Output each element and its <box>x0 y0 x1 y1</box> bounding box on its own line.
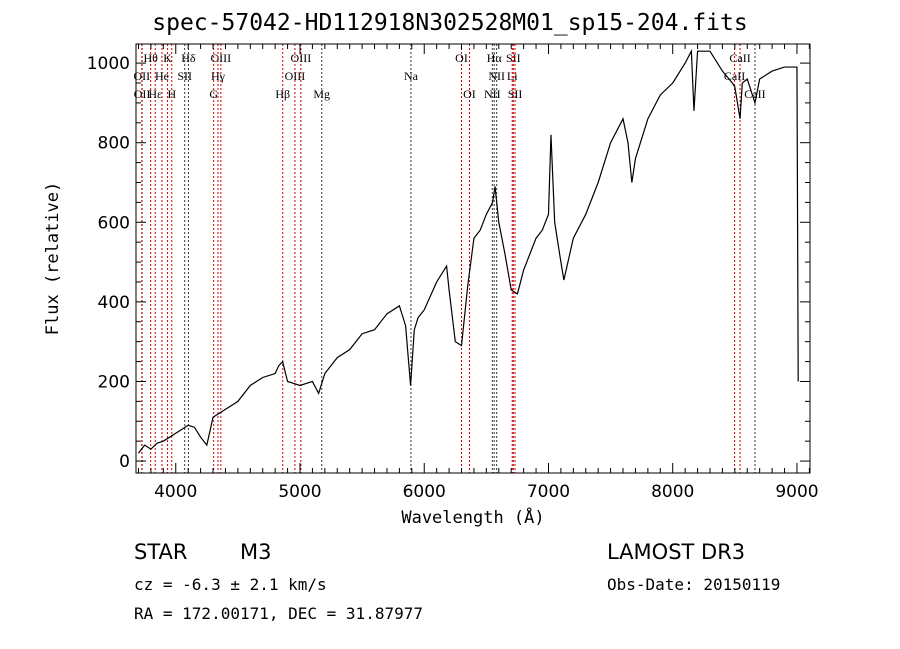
spectral-line-label: OIII <box>285 69 306 83</box>
spectral-line-label: Hε <box>148 87 162 101</box>
spectral-line-label: OI <box>463 87 476 101</box>
x-axis-label: Wavelength (Å) <box>401 506 544 528</box>
spectral-line-label: He <box>155 69 169 83</box>
spectral-line-label: Hθ <box>143 51 158 65</box>
coordinates-info: RA = 172.00171, DEC = 31.87977 <box>134 604 423 623</box>
chart-title: spec-57042-HD112918N302528M01_sp15-204.f… <box>152 10 748 36</box>
x-tick-label: 5000 <box>278 482 321 502</box>
spectral-line-label: Hα <box>487 51 503 65</box>
spectral-line-label: SII <box>506 51 521 65</box>
spectral-line-label: CaII <box>729 51 750 65</box>
object-subclass: M3 <box>240 540 272 564</box>
y-tick-label: 600 <box>98 213 130 233</box>
survey-name: LAMOST DR3 <box>607 540 746 564</box>
x-tick-label: 8000 <box>651 482 694 502</box>
x-tick-label: 4000 <box>154 482 197 502</box>
spectrum-line <box>138 48 799 454</box>
x-tick-label: 7000 <box>527 482 570 502</box>
spectral-line-label: OII <box>134 87 151 101</box>
spectral-line-label: Hβ <box>275 87 290 101</box>
spectral-line-label: OIII <box>211 51 232 65</box>
spectral-line-label: Na <box>404 69 419 83</box>
spectral-line-label: Li <box>507 69 518 83</box>
spectral-line-label: Hδ <box>181 51 196 65</box>
y-tick-label: 1000 <box>87 54 130 74</box>
y-tick-label: 200 <box>98 372 130 392</box>
spectral-line-label: SII <box>508 87 523 101</box>
x-tick-label: 9000 <box>775 482 818 502</box>
spectral-line-label: SII <box>177 69 192 83</box>
redshift-info: cz = -6.3 ± 2.1 km/s <box>134 575 327 594</box>
x-tick-label: 6000 <box>403 482 446 502</box>
spectral-line-label: NII <box>488 69 505 83</box>
plot-frame <box>135 43 811 474</box>
spectral-line-label: NII <box>484 87 501 101</box>
y-tick-label: 400 <box>98 293 130 313</box>
spectral-line-label: Hγ <box>211 69 226 83</box>
y-axis-label: Flux (relative) <box>43 182 63 336</box>
spectral-line-label: OI <box>455 51 468 65</box>
spectral-line-label: G <box>209 87 218 101</box>
y-tick-label: 800 <box>98 134 130 154</box>
object-class: STAR <box>134 540 188 564</box>
observation-date: Obs-Date: 20150119 <box>607 575 781 594</box>
spectral-line-label: Mg <box>313 87 330 101</box>
spectral-line-label: OIII <box>291 51 312 65</box>
y-tick-label: 0 <box>119 452 130 472</box>
spectral-line-label: H <box>167 87 176 101</box>
spectral-line-label: K <box>163 51 172 65</box>
spectral-line-label: CaII <box>744 87 765 101</box>
